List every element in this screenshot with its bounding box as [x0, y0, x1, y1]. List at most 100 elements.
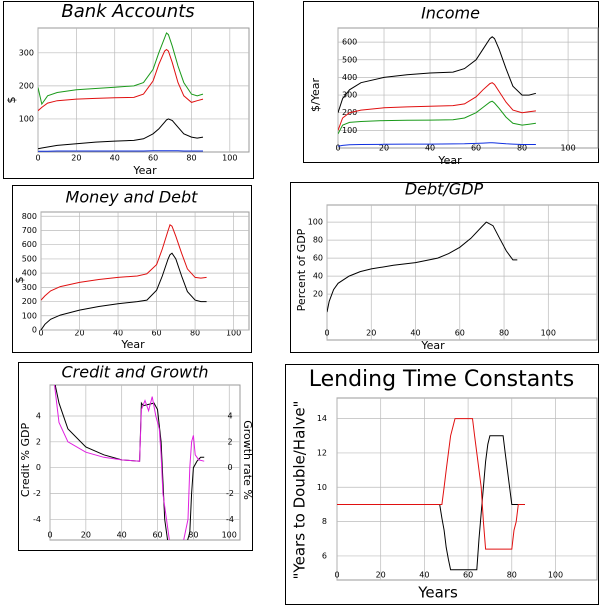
y-tick-label: 10 — [317, 483, 327, 492]
x-tick-label: 100 — [548, 571, 563, 580]
y2-axis-label: Growth rate % — [241, 420, 254, 500]
x-tick-label: 80 — [190, 329, 200, 338]
x-tick-label: 20 — [71, 154, 81, 163]
y-tick-label: 300 — [342, 91, 357, 100]
x-tick-label: 60 — [471, 144, 481, 153]
series-line — [38, 48, 204, 112]
y-tick-label: 100 — [342, 126, 357, 135]
y-tick-label: 2 — [36, 437, 41, 446]
y2-tick-label: 0 — [227, 463, 232, 472]
x-tick-label: 0 — [335, 144, 340, 153]
x-axis-label: Year — [420, 339, 445, 352]
chart-panel: Debt/GDP 0 20 40 60 80 100 20 40 60 80 100 Year Perce… — [290, 180, 599, 353]
chart-title: Debt/GDP — [405, 180, 484, 199]
x-tick-label: 20 — [376, 571, 386, 580]
y-tick-label: -2 — [33, 489, 41, 498]
x-tick-label: 40 — [117, 531, 127, 540]
y-tick-label: 8 — [322, 517, 327, 526]
panel-frame — [285, 364, 599, 605]
panel-frame — [3, 1, 254, 179]
y-tick-label: 600 — [22, 240, 37, 249]
y-tick-label: -4 — [33, 515, 41, 524]
x-tick-label: 0 — [324, 329, 329, 338]
series-line — [338, 100, 536, 135]
panel-frame — [303, 1, 599, 163]
y-tick-label: 500 — [342, 55, 357, 64]
x-tick-label: 20 — [81, 531, 91, 540]
x-axis-label: Year — [120, 338, 145, 351]
x-tick-label: 60 — [148, 154, 158, 163]
x-tick-label: 100 — [541, 329, 556, 338]
series-line — [38, 118, 204, 150]
y-axis-label: $ — [13, 277, 26, 284]
chart-title: Money and Debt — [66, 188, 199, 207]
x-tick-label: 40 — [113, 329, 123, 338]
y-tick-label: 100 — [308, 218, 323, 227]
x-tick-label: 0 — [38, 329, 43, 338]
series-line — [54, 385, 205, 540]
panel-frame — [18, 362, 253, 551]
series-line — [338, 36, 537, 113]
chart-title: Credit and Growth — [61, 363, 208, 382]
y-tick-label: 300 — [22, 283, 37, 292]
y-tick-label: 6 — [322, 551, 327, 560]
x-tick-label: 80 — [188, 531, 198, 540]
x-axis-label: Years — [417, 584, 458, 602]
y-tick-label: 0 — [32, 326, 37, 335]
x-axis-label: Year — [132, 164, 157, 177]
y-tick-label: 14 — [317, 414, 327, 423]
x-tick-label: 100 — [222, 531, 237, 540]
x-tick-label: 0 — [35, 154, 40, 163]
y-tick-label: 20 — [313, 290, 323, 299]
chart-title: Bank Accounts — [61, 1, 194, 22]
series-line — [338, 82, 536, 131]
y-tick-label: 12 — [317, 448, 327, 457]
y-axis-label: "Years to Double/Halve" — [291, 401, 309, 580]
panel-frame — [290, 182, 599, 353]
x-tick-label: 60 — [455, 329, 465, 338]
series-line — [338, 142, 536, 147]
x-tick-label: 60 — [151, 329, 161, 338]
x-tick-label: 100 — [560, 144, 575, 153]
y-tick-label: 0 — [36, 463, 41, 472]
series-line — [337, 418, 525, 550]
series-line — [38, 150, 203, 152]
y-tick-label: 80 — [313, 236, 323, 245]
x-tick-label: 0 — [334, 571, 339, 580]
series-line — [54, 385, 205, 540]
series-line — [41, 252, 207, 330]
x-tick-label: 0 — [47, 531, 52, 540]
y-tick-label: 700 — [22, 226, 37, 235]
y-tick-label: 600 — [342, 38, 357, 47]
x-tick-label: 100 — [226, 329, 241, 338]
panel-frame — [12, 185, 252, 353]
y-tick-label: 200 — [22, 297, 37, 306]
x-tick-label: 60 — [463, 571, 473, 580]
y-tick-label: 500 — [22, 254, 37, 263]
y2-tick-label: -4 — [226, 515, 234, 524]
x-tick-label: 60 — [152, 531, 162, 540]
x-tick-label: 80 — [186, 154, 196, 163]
y2-tick-label: 4 — [227, 412, 232, 421]
y-tick-label: 40 — [313, 272, 323, 281]
y2-tick-label: 2 — [227, 437, 232, 446]
y-axis-label: Credit % GDP — [19, 423, 32, 498]
y-tick-label: 800 — [22, 212, 37, 221]
x-tick-label: 40 — [110, 154, 120, 163]
y-tick-label: 400 — [342, 73, 357, 82]
y-axis-label: Percent of GDP — [295, 228, 308, 311]
y2-tick-label: -2 — [226, 489, 234, 498]
x-tick-label: 100 — [222, 154, 237, 163]
y-tick-label: 60 — [313, 254, 323, 263]
x-tick-label: 20 — [379, 144, 389, 153]
y-tick-label: 100 — [19, 114, 34, 123]
chart-panel: Lending Time Constants 0 20 40 60 80 100 6 8 10 12… — [285, 364, 599, 605]
x-tick-label: 80 — [507, 571, 517, 580]
y-tick-label: 300 — [19, 48, 34, 57]
chart-title: Lending Time Constants — [309, 367, 575, 392]
y-axis-label: $/Year — [309, 78, 322, 112]
x-tick-label: 80 — [517, 144, 527, 153]
